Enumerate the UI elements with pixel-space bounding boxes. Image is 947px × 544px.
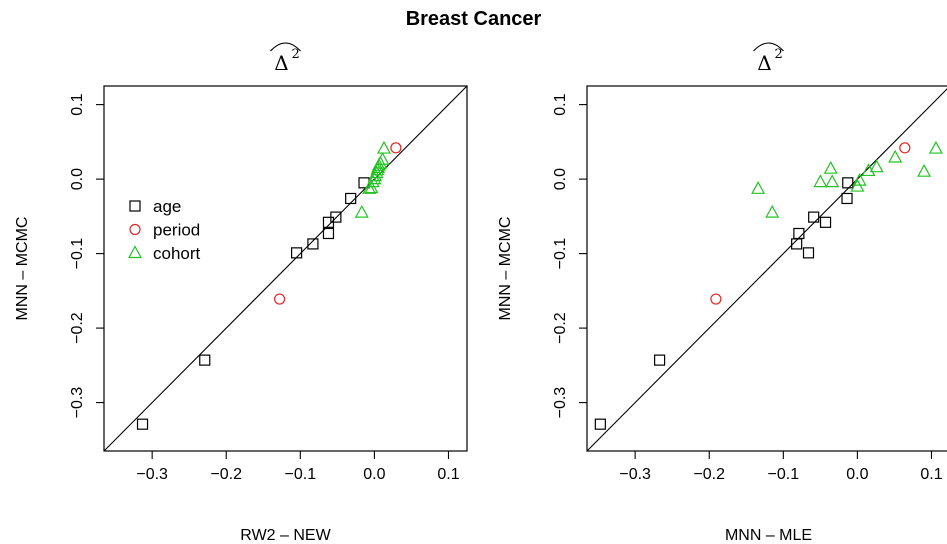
panel2-age-point <box>819 216 832 228</box>
panel1-period-point <box>273 293 286 305</box>
panel2-age-point <box>841 192 853 205</box>
panel1-age-point <box>291 247 303 259</box>
panel1-cohort-point <box>354 204 369 218</box>
panel2-cohort-point <box>917 163 932 177</box>
panel1-age-point <box>307 238 319 250</box>
panel1-period-point <box>390 142 402 154</box>
panel2-y-tick-label: 0.1 <box>552 93 569 115</box>
panel2-x-tick-label: 0.1 <box>920 466 942 483</box>
panel2-period-point <box>710 293 722 305</box>
figure-title: Breast Cancer <box>405 8 542 30</box>
panel2-cohort-point <box>928 140 943 154</box>
panel2-y-tick-label: −0.1 <box>552 238 569 270</box>
panel2-y-tick-label: −0.3 <box>552 387 569 419</box>
panel2-cohort-point <box>861 163 876 177</box>
panel2-x-tick-label: −0.2 <box>693 466 725 483</box>
panel1-subtitle: Δ <box>274 51 288 75</box>
panel2-cohort-point <box>825 174 840 188</box>
panel1-legend-label-age: age <box>153 197 181 216</box>
panel1-y-tick-label: −0.1 <box>69 238 86 270</box>
panel1-age-point <box>199 354 211 366</box>
panel2-cohort-point <box>888 149 903 163</box>
panel1-legend-label-cohort: cohort <box>153 244 201 263</box>
panel1-y-tick-label: −0.2 <box>69 312 86 344</box>
panel1-x-tick-label: −0.1 <box>285 466 317 483</box>
panel2-x-tick-label: 0.0 <box>846 466 868 483</box>
panel1-chart: Δ 2 −0.3 −0.2 −0.1 0.0 0.1 −0.3 −0.2 −0.1 0.0 0.1 RW… <box>14 42 468 544</box>
panel1-x-axis-label: RW2 – NEW <box>240 527 331 544</box>
panel2-y-axis-label: MNN – MCMC <box>497 217 514 321</box>
panel1-y-tick-label: 0.0 <box>69 168 86 190</box>
panel1-age-point <box>322 227 335 240</box>
panel1-x-tick-label: −0.3 <box>136 466 168 483</box>
panel2-reference-line <box>587 88 947 451</box>
panel1-subtitle-superscript: 2 <box>292 47 300 62</box>
panel2-x-tick-label: −0.3 <box>619 466 651 483</box>
panel2-age-point <box>842 177 854 189</box>
panel1-y-tick-label: 0.1 <box>69 93 86 115</box>
panel2-subtitle-hat <box>753 42 784 52</box>
panel1-cohort-point <box>375 151 390 165</box>
panel2-y-tick-label: −0.2 <box>552 312 569 344</box>
panel1-subtitle-hat <box>270 42 301 52</box>
panel2-y-tick-label: 0.0 <box>552 168 569 190</box>
panel2-age-point <box>808 211 820 223</box>
panel2-age-point <box>653 354 666 366</box>
panel2-x-axis-label: MNN – MLE <box>725 527 812 544</box>
panel2-cohort-point <box>823 160 838 174</box>
panel2-x-tick-label: −0.1 <box>768 466 800 483</box>
panel2-data-points <box>594 140 943 430</box>
panel1-cohort-point <box>362 181 377 194</box>
panel1-age-point <box>345 192 357 205</box>
panel1-age-point <box>136 418 149 430</box>
panel1-legend-label-period: period <box>153 221 200 240</box>
panel1-x-tick-label: 0.1 <box>437 466 459 483</box>
panel2-period-point <box>899 142 911 154</box>
panel2-cohort-point <box>765 204 780 218</box>
panel2-cohort-point <box>751 181 766 194</box>
panel1-y-tick-label: −0.3 <box>69 387 86 419</box>
panel1-cohort-point <box>377 140 392 154</box>
panel2-cohort-point <box>852 172 867 186</box>
panel1-plot-frame <box>103 85 468 452</box>
panel2-plot-frame <box>586 85 947 452</box>
panel1-x-tick-label: 0.0 <box>363 466 385 483</box>
panel1-legend-marker-age <box>129 200 141 212</box>
panel2-subtitle: Δ <box>757 51 771 75</box>
panel1-legend-marker-period <box>129 223 141 236</box>
panel1-y-axis-label: MNN – MCMC <box>14 217 31 321</box>
panel2-age-point <box>793 227 805 240</box>
panel2-age-point <box>802 247 815 259</box>
panel1-legend: age period cohort <box>127 197 201 263</box>
panel1-data-points <box>136 140 402 430</box>
panel2-subtitle-superscript: 2 <box>775 47 783 62</box>
panel2-age-point <box>594 418 606 430</box>
panel1-reference-line <box>104 86 467 451</box>
panel1-x-tick-label: −0.2 <box>210 466 242 483</box>
panel2-chart: Δ 2 −0.3 −0.2 −0.1 0.0 0.1 −0.3 −0.2 −0.1 0.0 0.1 MN… <box>497 42 947 544</box>
panel2-cohort-point <box>869 159 884 173</box>
panel1-age-point <box>330 211 342 223</box>
panel2-cohort-point <box>813 174 828 188</box>
panel1-legend-marker-cohort <box>127 245 143 259</box>
